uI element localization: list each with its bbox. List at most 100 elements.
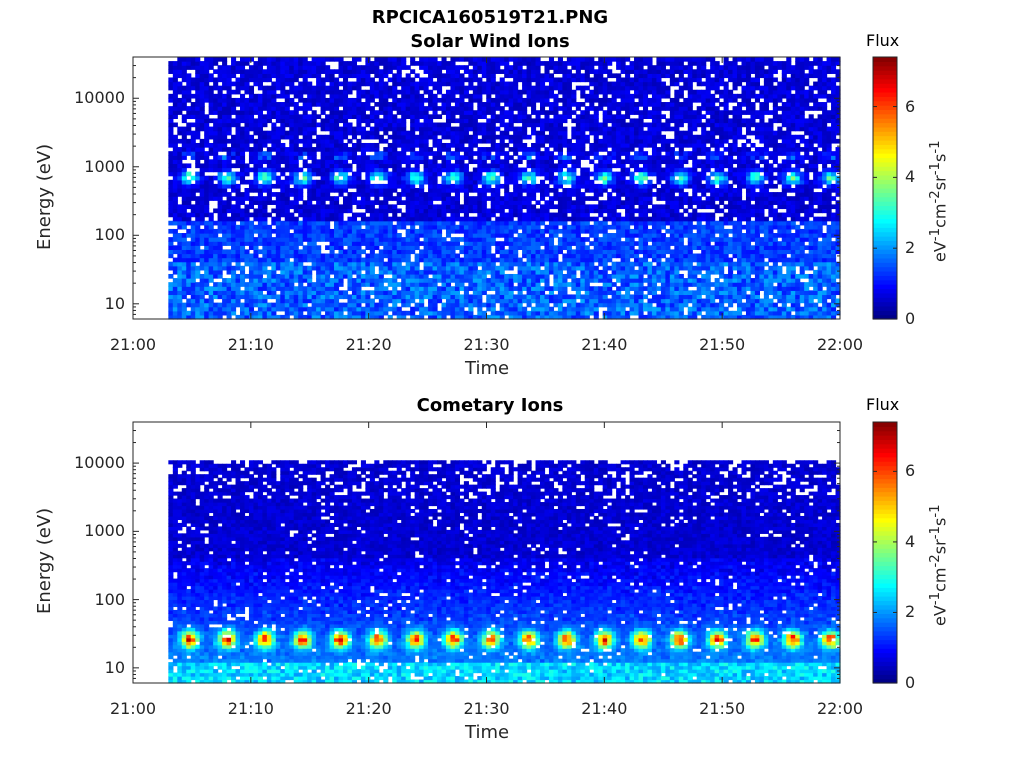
- spectrogram-cell: [566, 208, 572, 214]
- spectrogram-cell: [499, 265, 505, 271]
- spectrogram-cell: [481, 151, 487, 156]
- spectrogram-cell: [356, 159, 362, 165]
- spectrogram-cell: [172, 61, 178, 66]
- spectrogram-cell: [302, 57, 308, 62]
- spectrogram-cell: [441, 212, 447, 218]
- spectrogram-cell: [392, 151, 398, 156]
- spectrogram-cell: [204, 130, 210, 136]
- spectrogram-cell: [226, 151, 232, 156]
- spectrogram-cell: [248, 286, 255, 291]
- spectrogram-cell: [213, 269, 219, 275]
- spectrogram-cell: [557, 69, 563, 74]
- spectrogram-cell: [526, 216, 532, 222]
- spectrogram-cell: [499, 241, 505, 246]
- spectrogram-cell: [540, 192, 546, 197]
- spectrogram-cell: [459, 261, 465, 267]
- spectrogram-cell: [351, 183, 358, 189]
- spectrogram-cell: [329, 257, 335, 263]
- spectrogram-cell: [414, 102, 420, 107]
- spectrogram-cell: [257, 114, 263, 119]
- spectrogram-cell: [266, 273, 272, 279]
- spectrogram-cell: [531, 282, 537, 287]
- spectrogram-cell: [374, 65, 380, 70]
- spectrogram-cell: [181, 183, 187, 189]
- spectrogram-cell: [204, 93, 210, 99]
- spectrogram-cell: [504, 159, 510, 165]
- spectrogram-cell: [213, 208, 219, 214]
- spectrogram-cell: [428, 183, 434, 189]
- spectrogram-cell: [396, 110, 402, 115]
- spectrogram-cell: [566, 314, 572, 320]
- spectrogram-cell: [181, 61, 187, 66]
- spectrogram-cell: [374, 261, 380, 267]
- spectrogram-cell: [472, 278, 478, 283]
- spectrogram-cell: [244, 85, 250, 91]
- spectrogram-cell: [325, 151, 331, 156]
- spectrogram-cell: [540, 89, 546, 95]
- spectrogram-cell: [454, 155, 460, 160]
- spectrogram-cell: [495, 294, 501, 300]
- spectrogram-cell: [302, 97, 308, 103]
- spectrogram-cell: [428, 249, 434, 255]
- spectrogram-cell: [307, 151, 313, 156]
- spectrogram-cell: [347, 278, 353, 283]
- spectrogram-cell: [226, 310, 232, 316]
- spectrogram-cell: [392, 228, 398, 234]
- spectrogram-cell: [548, 130, 555, 136]
- spectrogram-cell: [557, 314, 563, 320]
- spectrogram-cell: [535, 151, 541, 156]
- spectrogram-cell: [531, 163, 537, 169]
- spectrogram-cell: [396, 159, 402, 165]
- spectrogram-cell: [208, 175, 214, 181]
- spectrogram-cell: [535, 61, 541, 66]
- spectrogram-cell: [490, 167, 496, 173]
- spectrogram-cell: [262, 224, 268, 230]
- spectrogram-cell: [325, 142, 331, 148]
- spectrogram-cell: [222, 257, 228, 263]
- spectrogram-cell: [548, 179, 555, 185]
- spectrogram-cell: [360, 257, 366, 263]
- spectrogram-cell: [177, 163, 183, 169]
- spectrogram-cell: [396, 61, 402, 66]
- spectrogram-cell: [181, 89, 187, 95]
- spectrogram-cell: [204, 85, 210, 91]
- spectrogram-cell: [253, 216, 259, 222]
- spectrogram-cell: [472, 134, 478, 140]
- spectrogram-cell: [302, 65, 308, 70]
- spectrogram-cell: [463, 249, 469, 255]
- spectrogram-cell: [311, 138, 317, 144]
- spectrogram-cell: [392, 138, 398, 144]
- spectrogram-cell: [199, 257, 205, 263]
- spectrogram-cell: [186, 73, 192, 79]
- spectrogram-cell: [168, 93, 174, 99]
- spectrogram-cell: [396, 241, 402, 246]
- spectrogram-cell: [204, 241, 210, 246]
- spectrogram-cell: [401, 314, 407, 320]
- spectrogram-cell: [347, 228, 353, 234]
- spectrogram-cell: [508, 208, 514, 214]
- spectrogram-cell: [428, 261, 434, 267]
- spectrogram-cell: [504, 241, 510, 246]
- spectrogram-cell: [289, 114, 295, 119]
- spectrogram-cell: [504, 310, 510, 316]
- spectrogram-cell: [441, 77, 447, 83]
- spectrogram-cell: [369, 216, 375, 222]
- spectrogram-cell: [253, 97, 259, 103]
- spectrogram-cell: [392, 249, 398, 255]
- spectrogram-cell: [432, 282, 438, 287]
- spectrogram-cell: [334, 85, 340, 91]
- spectrogram-cell: [275, 167, 281, 173]
- spectrogram-cell: [544, 171, 550, 177]
- spectrogram-cell: [490, 85, 496, 91]
- spectrogram-cell: [562, 106, 568, 111]
- spectrogram-cell: [486, 65, 492, 70]
- spectrogram-cell: [463, 57, 469, 62]
- spectrogram-cell: [378, 57, 384, 62]
- spectrogram-cell: [204, 233, 210, 238]
- spectrogram-cell: [557, 142, 563, 148]
- spectrogram-cell: [284, 302, 290, 308]
- spectrogram-cell: [226, 237, 232, 242]
- spectrogram-cell: [387, 253, 393, 259]
- spectrogram-cell: [253, 278, 259, 283]
- spectrogram-cell: [396, 224, 402, 230]
